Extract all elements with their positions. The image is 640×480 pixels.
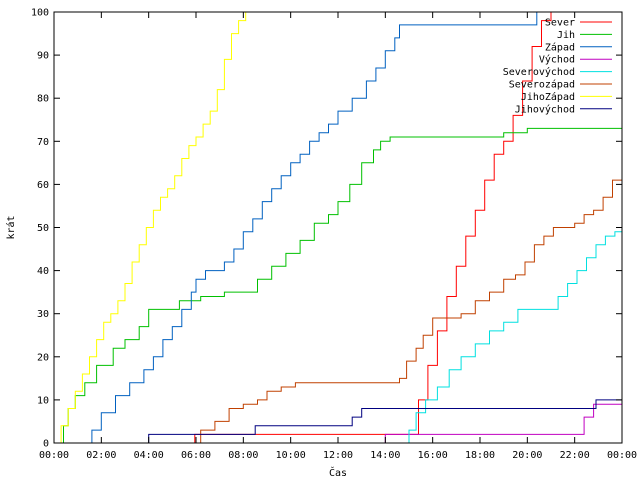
x-tick-label: 00:00 [39, 450, 69, 461]
x-tick-label: 20:00 [512, 450, 542, 461]
legend: SeverJihZápadVýchodSeverovýchodSeverozáp… [503, 18, 612, 115]
series-line-5 [404, 223, 622, 443]
legend-label: Severozápad [509, 79, 575, 91]
x-tick-label: 00:00 [607, 450, 637, 461]
series-line-4 [378, 403, 622, 443]
x-tick-label: 14:00 [370, 450, 400, 461]
x-tick-label: 08:00 [228, 450, 258, 461]
series-line-6 [191, 154, 622, 443]
x-tick-label: 18:00 [465, 450, 495, 461]
series-layer [56, 12, 622, 443]
x-tick-label: 16:00 [418, 450, 448, 461]
series-line-2 [58, 127, 622, 443]
legend-label: Jih [557, 30, 575, 41]
y-tick-label: 50 [37, 223, 49, 234]
axis-ticks: 00:00 02:00 04:00 06:00 08:00 10:00 12:00 14:00… [31, 8, 637, 462]
x-tick-label: 02:00 [86, 450, 116, 461]
x-tick-label: 22:00 [560, 450, 590, 461]
y-axis-label: krát [5, 215, 17, 239]
y-tick-label: 0 [43, 439, 49, 450]
legend-label: Sever [545, 18, 575, 29]
legend-label: Severovýchod [503, 66, 575, 78]
x-tick-label: 12:00 [323, 450, 353, 461]
x-tick-label: 04:00 [134, 450, 164, 461]
y-tick-label: 100 [31, 8, 49, 19]
y-tick-label: 60 [37, 180, 49, 191]
y-tick-label: 40 [37, 266, 49, 277]
legend-label: Jihovýchod [515, 103, 575, 115]
y-tick-label: 70 [37, 137, 49, 148]
x-tick-label: 10:00 [276, 450, 306, 461]
series-line-3 [87, 12, 538, 443]
legend-label: JihoZápad [521, 91, 575, 103]
series-line-7 [56, 12, 247, 443]
legend-label: Východ [539, 54, 575, 66]
x-axis-label: Čas [329, 466, 347, 479]
legend-label: Západ [545, 41, 575, 53]
y-tick-label: 20 [37, 352, 49, 363]
y-tick-label: 80 [37, 94, 49, 105]
x-tick-label: 06:00 [181, 450, 211, 461]
series-line-8 [146, 399, 622, 443]
y-tick-label: 30 [37, 309, 49, 320]
y-tick-label: 90 [37, 51, 49, 62]
y-tick-label: 10 [37, 395, 49, 406]
